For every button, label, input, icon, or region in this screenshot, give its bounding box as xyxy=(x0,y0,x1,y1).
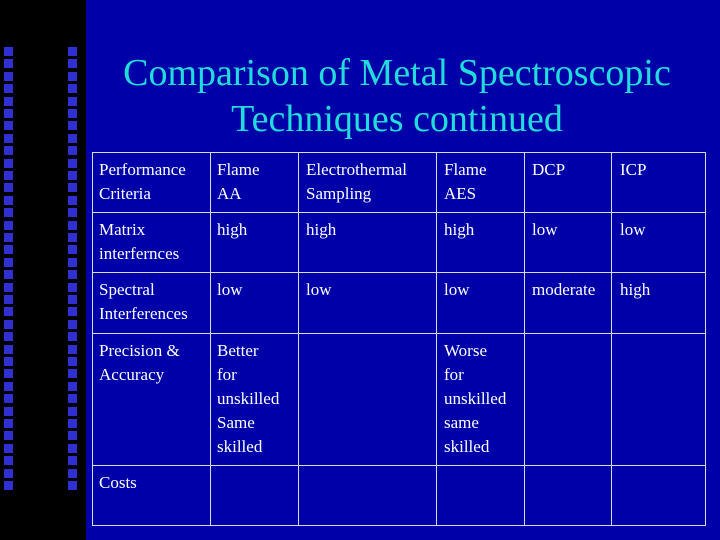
decorative-square xyxy=(4,406,13,416)
decorative-square xyxy=(4,183,13,193)
decorative-square xyxy=(4,84,13,94)
decorative-square xyxy=(68,109,77,118)
decorative-square xyxy=(4,307,13,317)
decorative-square xyxy=(4,109,13,118)
table-cell: high xyxy=(217,220,248,239)
table-cell: low xyxy=(444,280,470,299)
decorative-square xyxy=(68,282,77,292)
decorative-square xyxy=(68,406,77,416)
decorative-square xyxy=(68,456,77,466)
decorative-square xyxy=(68,171,77,180)
table-cell: Better for unskilled Same skilled xyxy=(217,341,280,456)
decorative-square xyxy=(4,357,13,366)
decorative-square xyxy=(68,195,77,205)
table-cell: moderate xyxy=(532,280,596,299)
decorative-square xyxy=(68,381,77,391)
decorative-square xyxy=(4,208,13,218)
decorative-square xyxy=(68,146,77,156)
row-costs-label: Costs xyxy=(99,473,137,492)
header-criteria: Performance Criteria xyxy=(99,160,186,203)
decorative-square xyxy=(4,381,13,391)
decorative-square xyxy=(68,121,77,131)
decorative-square xyxy=(68,71,77,81)
decorative-square xyxy=(4,233,13,242)
decorative-square xyxy=(68,295,77,304)
table-cell: low xyxy=(620,220,646,239)
table-cell: low xyxy=(532,220,558,239)
decorative-square xyxy=(68,47,77,56)
table-cell: high xyxy=(620,280,651,299)
header-icp: ICP xyxy=(620,160,647,179)
decorative-square xyxy=(4,220,13,230)
decorative-square xyxy=(68,84,77,94)
decorative-square xyxy=(4,295,13,304)
decorative-square xyxy=(4,59,13,69)
decorative-square xyxy=(4,270,13,280)
decorative-square xyxy=(4,257,13,267)
decorative-square xyxy=(68,332,77,342)
decorative-square xyxy=(68,257,77,267)
decorative-square xyxy=(4,245,13,255)
decorative-square xyxy=(68,357,77,366)
decorative-square xyxy=(68,394,77,404)
table-cell: high xyxy=(306,220,337,239)
comparison-table: Performance Criteria Flame AA Electrotherm… xyxy=(92,152,706,526)
decorative-square xyxy=(68,270,77,280)
header-dcp: DCP xyxy=(532,160,566,179)
decorative-square xyxy=(4,319,13,329)
decorative-square xyxy=(68,158,77,168)
decorative-square xyxy=(68,307,77,317)
slide-title: Comparison of Metal Spectroscopic Techni… xyxy=(123,52,671,140)
decorative-square xyxy=(4,419,13,428)
row-matrix-label: Matrix interfernces xyxy=(99,220,180,263)
table-cell: high xyxy=(444,220,475,239)
decorative-square xyxy=(4,158,13,168)
decorative-square xyxy=(68,133,77,143)
decorative-square xyxy=(68,233,77,242)
decorative-square xyxy=(4,47,13,56)
header-flame-aa: Flame AA xyxy=(217,160,260,203)
decorative-square xyxy=(4,456,13,466)
decorative-square xyxy=(4,71,13,81)
row-precision-label: Precision & Accuracy xyxy=(99,341,180,384)
decorative-square xyxy=(68,183,77,193)
left-decorative-band xyxy=(0,0,86,540)
decorative-square xyxy=(4,344,13,354)
decorative-square xyxy=(68,468,77,478)
decorative-square xyxy=(4,431,13,441)
decorative-square xyxy=(4,481,13,490)
decorative-square xyxy=(68,369,77,379)
decorative-square xyxy=(4,195,13,205)
decorative-square xyxy=(68,443,77,453)
decorative-square xyxy=(4,133,13,143)
row-spectral-label: Spectral Interferences xyxy=(99,280,188,323)
decorative-square xyxy=(68,96,77,106)
decorative-square xyxy=(4,121,13,131)
table-cell: low xyxy=(217,280,243,299)
decorative-square xyxy=(4,171,13,180)
decorative-square xyxy=(4,146,13,156)
decorative-square xyxy=(4,394,13,404)
decorative-square xyxy=(4,443,13,453)
decorative-square xyxy=(4,369,13,379)
decorative-square xyxy=(68,59,77,69)
table-cell: low xyxy=(306,280,332,299)
decorative-square xyxy=(4,96,13,106)
decorative-square xyxy=(68,245,77,255)
decorative-square xyxy=(4,332,13,342)
decorative-square xyxy=(68,344,77,354)
decorative-square xyxy=(68,208,77,218)
decorative-square xyxy=(68,481,77,490)
header-electrothermal: Electrothermal Sampling xyxy=(306,160,408,203)
decorative-square xyxy=(68,431,77,441)
header-flame-aes: Flame AES xyxy=(444,160,487,203)
decorative-square xyxy=(68,319,77,329)
decorative-square xyxy=(4,468,13,478)
decorative-square xyxy=(68,419,77,428)
decorative-square xyxy=(4,282,13,292)
decorative-square xyxy=(68,220,77,230)
table-cell: Worse for unskilled same skilled xyxy=(444,341,507,456)
